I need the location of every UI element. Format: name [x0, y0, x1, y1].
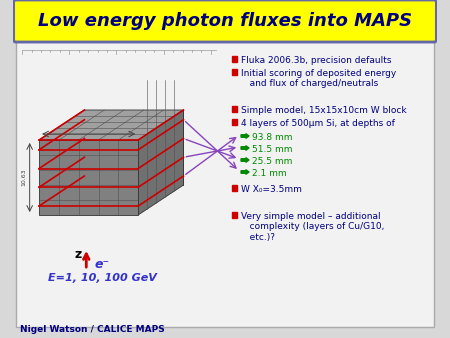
Polygon shape — [39, 140, 138, 215]
Text: 10.63: 10.63 — [22, 169, 27, 186]
Bar — [232, 55, 237, 62]
Bar — [15, 42, 435, 327]
FancyBboxPatch shape — [14, 0, 436, 42]
Text: Very simple model – additional
   complexity (layers of Cu/G10,
   etc.)?: Very simple model – additional complexit… — [241, 212, 384, 242]
Text: 2.1 mm: 2.1 mm — [252, 169, 287, 178]
Text: 93.8 mm: 93.8 mm — [252, 133, 293, 142]
Bar — [232, 69, 237, 74]
Polygon shape — [85, 110, 184, 185]
Text: Low energy photon fluxes into MAPS: Low energy photon fluxes into MAPS — [38, 12, 412, 30]
Polygon shape — [39, 110, 184, 140]
Polygon shape — [138, 110, 184, 215]
FancyArrow shape — [241, 170, 249, 174]
Bar — [232, 185, 237, 191]
FancyArrow shape — [241, 146, 249, 150]
Text: Fluka 2006.3b, precision defaults: Fluka 2006.3b, precision defaults — [241, 56, 392, 65]
Text: W X₀=3.5mm: W X₀=3.5mm — [241, 185, 302, 194]
Bar — [232, 105, 237, 112]
Text: Simple model, 15x15x10cm W block: Simple model, 15x15x10cm W block — [241, 106, 407, 115]
Text: 4 layers of 500μm Si, at depths of: 4 layers of 500μm Si, at depths of — [241, 119, 395, 128]
Text: 51.5 mm: 51.5 mm — [252, 145, 293, 154]
Text: 25.5 mm: 25.5 mm — [252, 157, 293, 166]
Text: z: z — [74, 248, 81, 262]
Bar — [232, 119, 237, 124]
FancyArrow shape — [241, 158, 249, 162]
Text: Nigel Watson / CALICE MAPS: Nigel Watson / CALICE MAPS — [20, 325, 165, 335]
Text: Initial scoring of deposited energy
   and flux of charged/neutrals: Initial scoring of deposited energy and … — [241, 69, 396, 89]
Text: E=1, 10, 100 GeV: E=1, 10, 100 GeV — [48, 273, 157, 283]
Bar — [232, 212, 237, 217]
Text: e⁻: e⁻ — [95, 259, 110, 271]
FancyArrow shape — [241, 134, 249, 138]
